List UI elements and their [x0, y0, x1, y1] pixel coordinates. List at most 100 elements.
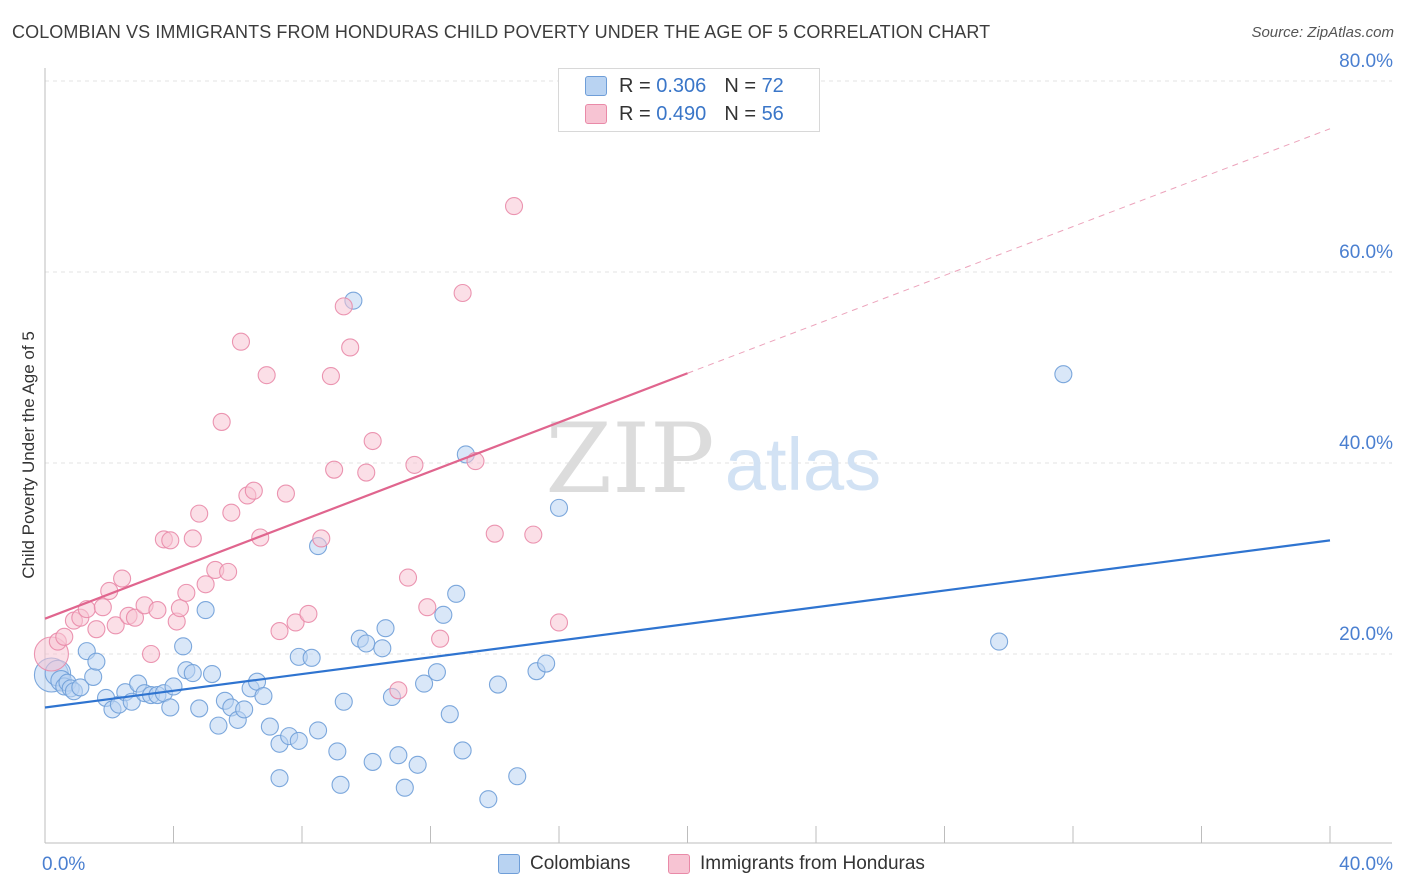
point-honduras — [485, 524, 504, 543]
point-honduras — [212, 412, 231, 431]
point-colombians — [549, 498, 569, 517]
point-colombians — [990, 632, 1009, 651]
point-honduras — [341, 338, 360, 357]
point-honduras — [504, 197, 524, 216]
point-honduras — [312, 529, 331, 548]
point-honduras — [183, 529, 202, 548]
point-colombians — [376, 619, 395, 638]
point-honduras — [219, 562, 238, 581]
point-honduras — [141, 644, 161, 664]
point-honduras — [325, 460, 344, 479]
point-honduras — [196, 575, 215, 594]
bottom-legend-swatch-honduras — [668, 854, 690, 874]
point-colombians — [161, 698, 180, 717]
legend-row-colombians: R = 0.306 N = 72 — [585, 74, 784, 98]
point-colombians — [183, 664, 202, 683]
legend-n-label: N = — [724, 102, 756, 125]
bottom-legend-label: Immigrants from Honduras — [700, 853, 925, 874]
point-colombians — [488, 675, 508, 694]
point-colombians — [537, 654, 556, 673]
bottom-legend-swatch-colombians — [498, 854, 520, 874]
point-honduras — [398, 568, 418, 587]
point-colombians — [1054, 365, 1073, 384]
legend-r-label: R = — [619, 74, 651, 97]
y-tick-label: 80.0% — [1339, 51, 1393, 72]
legend-r-value: 0.490 — [656, 102, 707, 125]
source-label: Source: ZipAtlas.com — [1251, 24, 1394, 41]
trend-line-honduras-projection — [687, 128, 1331, 374]
grid-lines — [45, 80, 1392, 655]
point-colombians — [289, 731, 308, 750]
point-honduras — [87, 620, 106, 639]
point-honduras — [524, 525, 543, 544]
point-honduras — [286, 613, 305, 632]
point-honduras — [363, 431, 382, 451]
point-colombians — [363, 752, 382, 771]
point-colombians — [334, 692, 353, 711]
point-colombians — [415, 674, 434, 693]
point-colombians — [331, 775, 350, 794]
point-colombians — [260, 717, 279, 736]
point-colombians — [434, 605, 453, 624]
point-honduras — [418, 598, 437, 617]
point-colombians — [395, 778, 414, 797]
point-honduras — [113, 569, 132, 588]
point-colombians — [174, 637, 193, 656]
bottom-legend-honduras: Immigrants from Honduras — [668, 852, 925, 876]
point-colombians — [373, 639, 392, 658]
legend-r-label: R = — [619, 102, 651, 125]
point-colombians — [235, 700, 254, 719]
chart-title: COLOMBIAN VS IMMIGRANTS FROM HONDURAS CH… — [12, 22, 991, 42]
point-colombians — [302, 648, 321, 667]
watermark-zip: ZIP — [545, 403, 714, 515]
point-honduras — [161, 531, 180, 550]
trend-line-colombians — [44, 539, 1331, 709]
point-colombians — [453, 741, 472, 760]
point-honduras — [431, 629, 450, 648]
point-honduras — [334, 297, 353, 316]
point-honduras — [321, 367, 340, 386]
point-honduras — [177, 583, 196, 602]
watermark: ZIP atlas — [545, 403, 881, 515]
legend-swatch-colombians — [585, 76, 607, 96]
point-colombians — [427, 663, 446, 682]
legend-box: R = 0.306 N = 72 R = 0.490 N = 56 — [558, 68, 820, 132]
point-honduras — [257, 366, 276, 385]
point-colombians — [254, 686, 273, 706]
point-honduras — [190, 504, 209, 523]
axes — [44, 68, 1392, 844]
y-tick-label: 40.0% — [1339, 433, 1393, 454]
legend-swatch-honduras — [585, 104, 607, 124]
point-honduras — [125, 608, 144, 627]
legend-r-value: 0.306 — [656, 74, 707, 97]
point-honduras — [231, 332, 251, 351]
point-honduras — [405, 455, 424, 474]
watermark-atlas: atlas — [725, 423, 881, 506]
point-colombians — [447, 584, 466, 603]
point-colombians — [270, 769, 289, 788]
legend-n-value: 72 — [761, 74, 784, 97]
bottom-legend-colombians: Colombians — [498, 852, 630, 876]
y-tick-label: 20.0% — [1339, 624, 1393, 645]
point-colombians — [479, 790, 498, 809]
trend-line-honduras — [44, 372, 688, 620]
point-honduras — [148, 601, 167, 620]
point-colombians — [328, 742, 347, 761]
y-axis-label: Child Poverty Under the Age of 5 — [19, 331, 38, 579]
point-honduras — [453, 283, 472, 303]
legend-row-honduras: R = 0.490 N = 56 — [585, 102, 784, 126]
point-colombians — [389, 746, 408, 765]
point-honduras — [270, 622, 289, 641]
point-honduras — [222, 503, 241, 522]
point-honduras — [55, 627, 74, 646]
trend-lines — [44, 128, 1331, 709]
point-colombians — [309, 721, 328, 740]
point-colombians — [71, 678, 90, 697]
bottom-legend-label: Colombians — [530, 853, 631, 874]
data-points — [33, 197, 1073, 809]
point-honduras — [549, 613, 569, 632]
point-honduras — [389, 681, 408, 700]
tick-labels: 20.0% 40.0% 60.0% 80.0% 0.0% 40.0% — [42, 51, 1393, 875]
point-colombians — [84, 667, 103, 686]
